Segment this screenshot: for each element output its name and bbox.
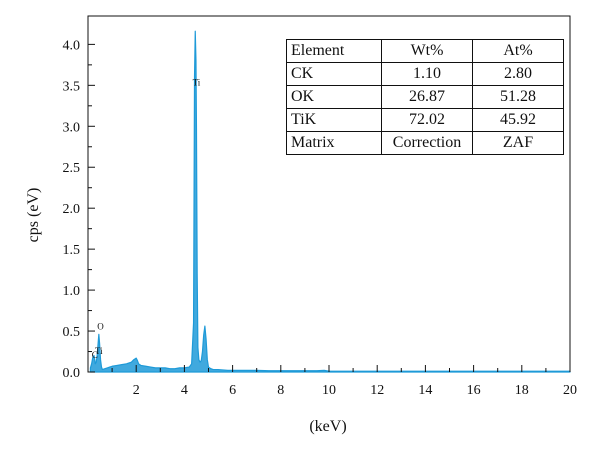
y-tick-label: 0.5 [63, 325, 81, 340]
peak-label: C [92, 350, 98, 360]
cell-element: OK [286, 85, 382, 109]
y-axis-label: cps (eV) [25, 188, 42, 243]
y-tick-label: 3.5 [63, 79, 81, 94]
y-tick-label: 2.0 [63, 202, 81, 217]
y-tick-label: 3.0 [63, 120, 81, 135]
table-row: OK 26.87 51.28 [286, 85, 564, 109]
spectrum-series [89, 30, 571, 373]
cell-wt: 26.87 [381, 85, 473, 109]
tick-layer: 2 4 6 8 10 12 14 16 18 20 0.0 0.5 1.0 1.5 2.0 2.5 3.0 3.5… [63, 38, 578, 398]
cell-element: CK [286, 62, 382, 86]
cell-wt: 72.02 [381, 108, 473, 132]
x-tick-label: 2 [133, 383, 140, 398]
cell-element: Matrix [286, 131, 382, 155]
y-tick-label: 1.0 [63, 284, 81, 299]
table-header-row: Element Wt% At% [286, 39, 564, 63]
x-tick-label: 12 [370, 383, 384, 398]
header-at-percent: At% [472, 39, 564, 63]
x-tick-label: 10 [322, 383, 336, 398]
cell-wt: Correction [381, 131, 473, 155]
y-tick-label: 4.0 [63, 38, 81, 53]
x-tick-label: 4 [181, 383, 188, 398]
table-row: CK 1.10 2.80 [286, 62, 564, 86]
peak-label: Ti [95, 346, 103, 356]
cell-at: ZAF [472, 131, 564, 155]
header-element: Element [286, 39, 382, 63]
peak-label: Ti [193, 77, 201, 87]
header-wt-percent: Wt% [381, 39, 473, 63]
cell-at: 45.92 [472, 108, 564, 132]
x-tick-label: 6 [229, 383, 236, 398]
x-tick-label: 20 [563, 383, 577, 398]
cell-at: 2.80 [472, 62, 564, 86]
cell-at: 51.28 [472, 85, 564, 109]
y-tick-label: 0.0 [63, 366, 81, 381]
composition-table: Element Wt% At% CK 1.10 2.80 OK 26.87 51… [286, 39, 564, 155]
x-tick-label: 8 [277, 383, 284, 398]
peak-label: O [97, 321, 104, 331]
table-row: TiK 72.02 45.92 [286, 108, 564, 132]
cell-wt: 1.10 [381, 62, 473, 86]
x-tick-label: 14 [418, 383, 432, 398]
x-tick-label: 18 [515, 383, 529, 398]
x-axis-label: (keV) [309, 418, 346, 435]
table-row: Matrix Correction ZAF [286, 131, 564, 155]
y-tick-label: 1.5 [63, 243, 81, 258]
x-tick-label: 16 [467, 383, 481, 398]
cell-element: TiK [286, 108, 382, 132]
y-tick-label: 2.5 [63, 161, 81, 176]
spectrum-layer [89, 30, 571, 373]
